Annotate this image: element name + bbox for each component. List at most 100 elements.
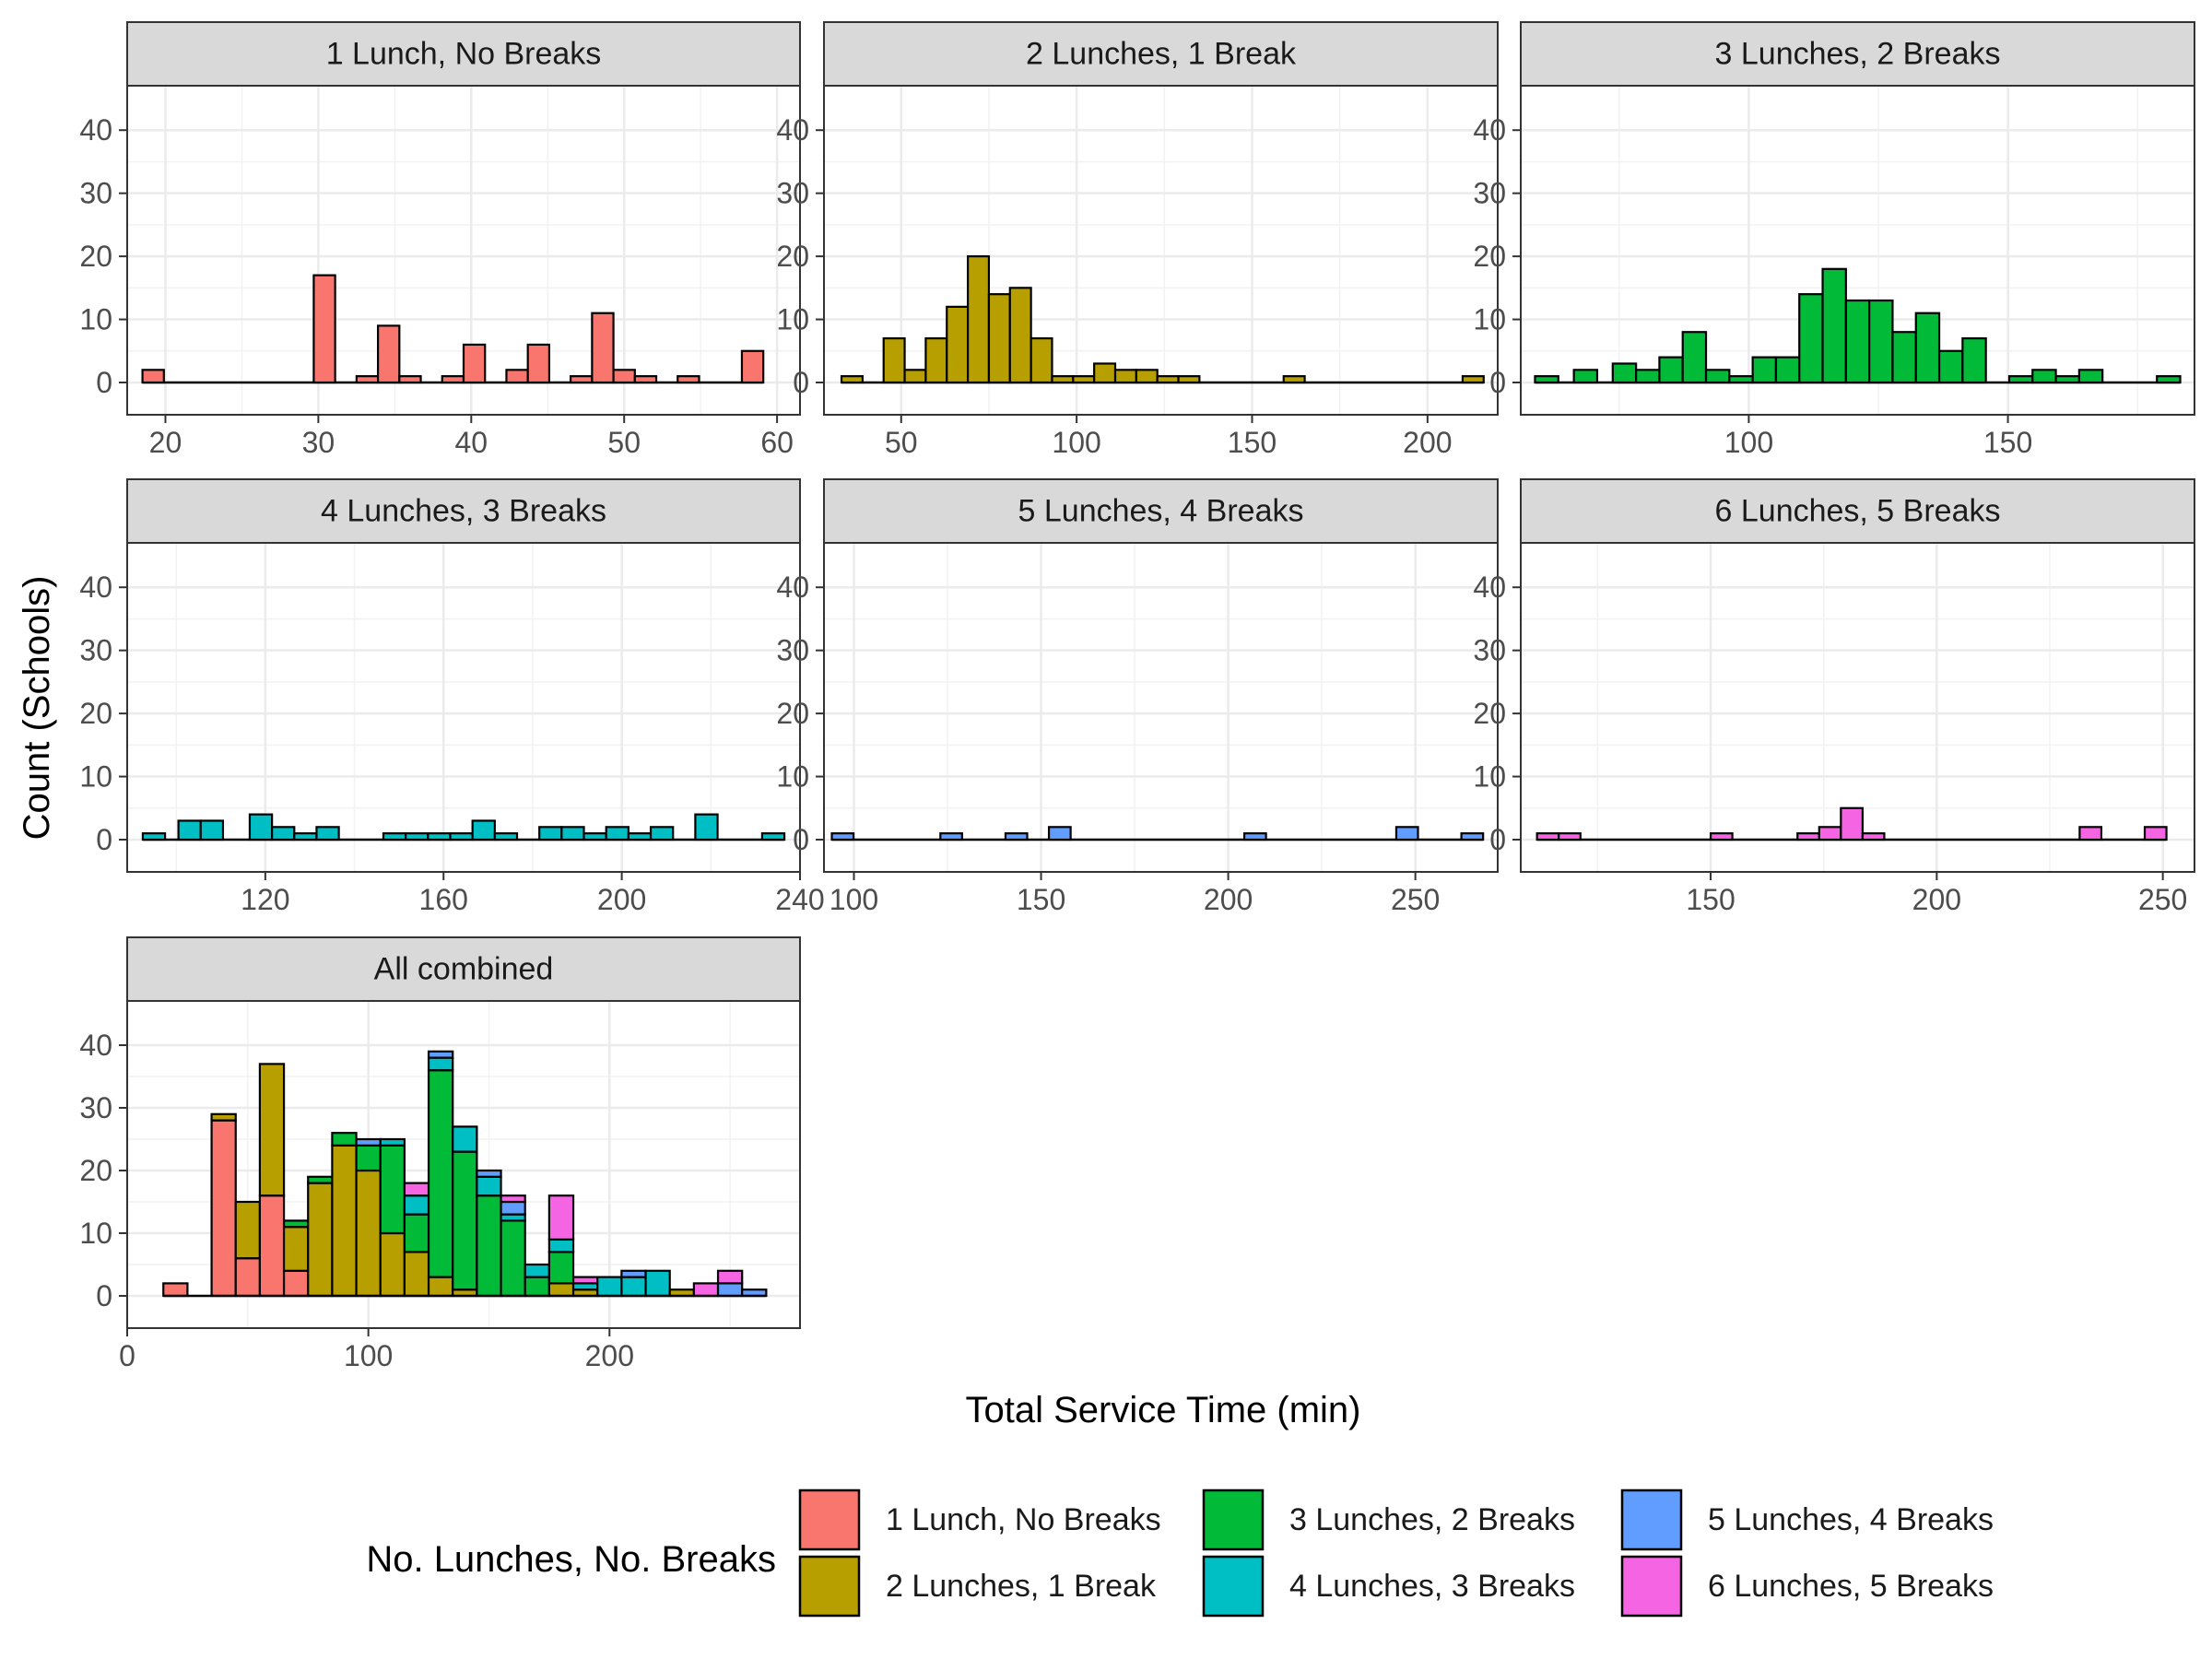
histogram-bar <box>2077 369 2104 384</box>
histogram-bar <box>1861 832 1886 841</box>
histogram-bar <box>582 832 607 841</box>
histogram-bar <box>1030 336 1053 384</box>
histogram-bar <box>427 1056 454 1072</box>
x-tick-label: 100 <box>1724 426 1773 459</box>
y-tick-label: 30 <box>1473 634 1506 667</box>
histogram-bar <box>1709 832 1734 841</box>
histogram-bar <box>258 1194 286 1298</box>
panel-border <box>823 542 1499 873</box>
histogram-bar <box>312 274 336 384</box>
y-tick-label: 20 <box>776 240 809 273</box>
x-tick-label: 150 <box>1017 883 1065 916</box>
histogram-bar <box>379 1144 406 1235</box>
histogram-bar <box>452 1150 478 1291</box>
histogram-bar <box>1394 826 1419 841</box>
histogram-bar <box>452 1125 478 1153</box>
histogram-bar <box>605 826 629 841</box>
histogram-bar <box>1177 375 1201 384</box>
histogram-bar <box>403 1194 430 1216</box>
facet-strip <box>126 936 801 1002</box>
histogram-bar <box>840 375 864 384</box>
histogram-bar <box>331 1144 358 1298</box>
y-axis-title: Count (Schools) <box>17 576 57 841</box>
histogram-bar <box>692 1282 720 1298</box>
histogram-bar <box>427 1069 454 1278</box>
facet-strip <box>823 478 1499 544</box>
histogram-bar <box>760 832 786 841</box>
histogram-bar <box>2143 826 2168 841</box>
x-tick-label: 50 <box>607 426 641 459</box>
legend-label: 3 Lunches, 2 Breaks <box>1289 1502 1575 1537</box>
legend-title: No. Lunches, No. Breaks <box>366 1539 776 1580</box>
histogram-bar <box>1798 293 1824 384</box>
histogram-bar <box>234 1200 262 1260</box>
panel-border <box>1520 85 2195 416</box>
legend-key <box>1202 1488 1265 1551</box>
histogram-bar <box>398 375 422 384</box>
y-tick-label: 20 <box>1473 697 1506 730</box>
histogram-bar <box>1461 375 1485 384</box>
facet-strip-label: 1 Lunch, No Breaks <box>326 37 602 72</box>
histogram-bar <box>427 1050 454 1059</box>
histogram-bar <box>258 1063 286 1197</box>
histogram-bar <box>524 1276 550 1298</box>
histogram-bar <box>2031 369 2057 384</box>
facet-strip-label: 3 Lunches, 2 Breaks <box>1715 37 2001 72</box>
y-tick-label: 30 <box>1473 177 1506 210</box>
histogram-bar <box>1113 369 1137 384</box>
histogram-bar <box>355 1144 382 1172</box>
histogram-bar <box>476 1194 502 1298</box>
y-tick-label: 0 <box>793 823 809 856</box>
y-tick-label: 10 <box>1473 303 1506 336</box>
legend-label: 5 Lunches, 4 Breaks <box>1708 1502 1994 1537</box>
histogram-bar <box>740 349 765 384</box>
x-tick-label: 240 <box>775 883 824 916</box>
histogram-bar <box>403 1182 430 1197</box>
histogram-bar <box>493 832 519 841</box>
histogram-bar <box>293 832 318 841</box>
histogram-bar <box>1004 832 1029 841</box>
histogram-bar <box>403 1213 430 1253</box>
histogram-bar <box>620 1276 647 1298</box>
histogram-bar <box>1914 312 1941 384</box>
histogram-bar <box>141 832 167 841</box>
histogram-bar <box>403 1251 430 1298</box>
histogram-bar <box>505 369 529 384</box>
legend: No. Lunches, No. Breaks 1 Lunch, No Brea… <box>366 1488 1994 1618</box>
y-tick-label: 10 <box>776 303 809 336</box>
y-tick-label: 40 <box>776 571 809 604</box>
facet-panel: 6 Lunches, 5 Breaks 0 10 20 30 40 150 200 250 <box>1473 478 2195 916</box>
histogram-bar <box>924 336 948 384</box>
x-tick-label: 250 <box>2138 883 2187 916</box>
histogram-bar <box>162 1282 189 1298</box>
histogram-bar <box>1751 356 1778 384</box>
y-tick-label: 20 <box>79 1154 112 1187</box>
facet-strip-label: 4 Lunches, 3 Breaks <box>321 494 606 529</box>
histogram-bar <box>716 1282 744 1298</box>
histogram-bar <box>2156 375 2182 384</box>
histogram-bar <box>1242 832 1267 841</box>
histogram-bar <box>331 1132 358 1147</box>
y-tick-label: 10 <box>776 760 809 794</box>
histogram-bar <box>1728 375 1754 384</box>
histogram-bar <box>355 1137 382 1147</box>
y-tick-label: 10 <box>1473 760 1506 794</box>
histogram-bar <box>627 832 653 841</box>
histogram-bar <box>1072 375 1096 384</box>
histogram-bar <box>177 819 202 841</box>
legend-key <box>1202 1555 1265 1618</box>
histogram-bar <box>210 1112 237 1122</box>
histogram-bar <box>2054 375 2080 384</box>
histogram-bar <box>476 1175 502 1197</box>
histogram-bar <box>449 832 474 841</box>
histogram-bar <box>526 343 551 384</box>
x-tick-label: 150 <box>1686 883 1735 916</box>
y-tick-label: 20 <box>1473 240 1506 273</box>
facet-panel: 1 Lunch, No Breaks 0 10 20 30 40 20 30 40 50 60 <box>79 21 801 459</box>
histogram-bar <box>1891 331 1917 384</box>
y-tick-label: 40 <box>1473 113 1506 147</box>
histogram-bar <box>903 369 927 384</box>
facet-strip-label: 6 Lunches, 5 Breaks <box>1715 494 2001 529</box>
